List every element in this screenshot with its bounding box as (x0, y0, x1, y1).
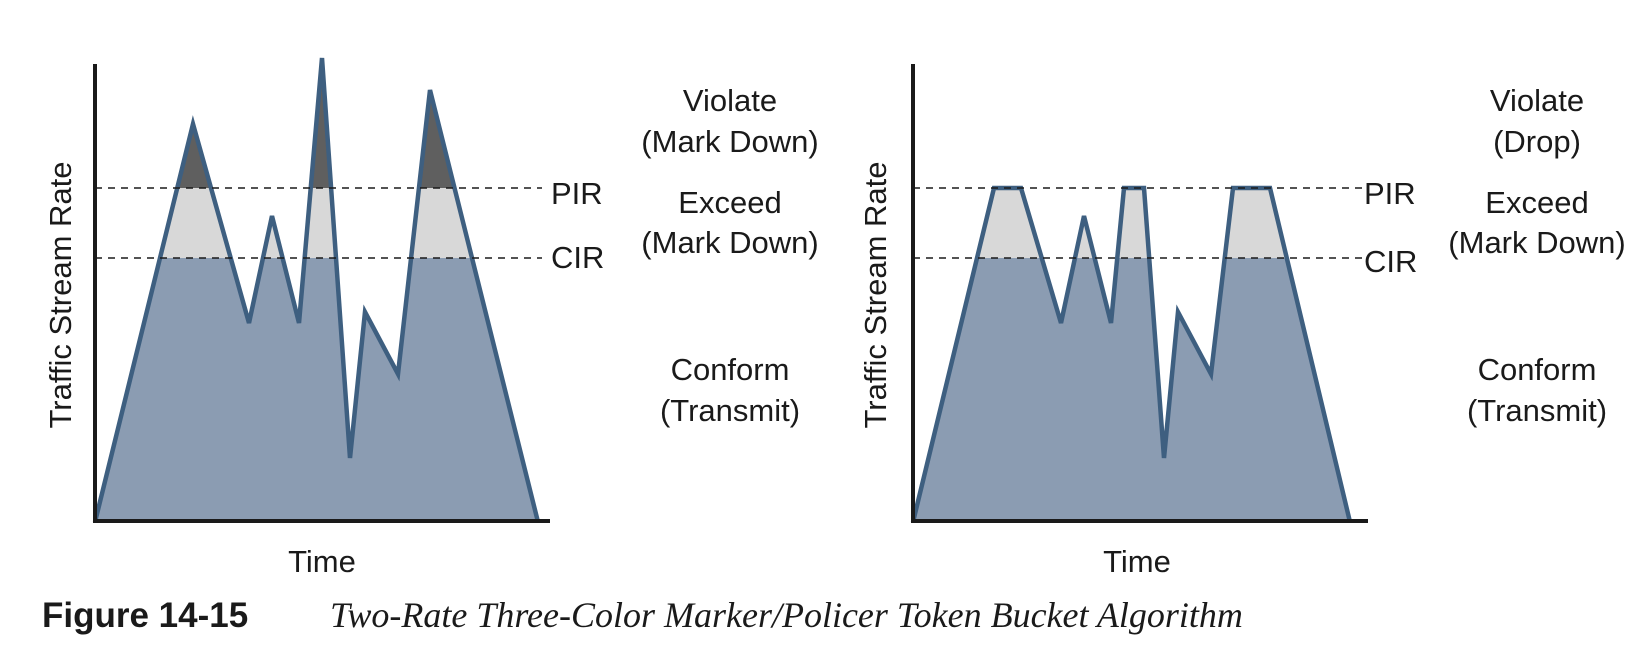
pir-label: PIR (1364, 176, 1416, 211)
x-axis-label: Time (288, 544, 356, 579)
figure-title: Two-Rate Three-Color Marker/Policer Toke… (330, 595, 1243, 635)
exceed-label: Exceed (1485, 185, 1588, 220)
conform-region (95, 258, 538, 522)
conform-region (913, 258, 1350, 522)
violate-action-label: (Mark Down) (641, 124, 818, 159)
conform-action-label: (Transmit) (1467, 393, 1607, 428)
conform-label: Conform (671, 352, 790, 387)
panel-drop: PIR CIR Traffic Stream Rate Time Violate… (858, 64, 1626, 579)
exceed-action-label: (Mark Down) (641, 225, 818, 260)
cir-label: CIR (1364, 244, 1417, 279)
y-axis-label: Traffic Stream Rate (858, 161, 893, 428)
exceed-label: Exceed (678, 185, 781, 220)
pir-label: PIR (551, 176, 603, 211)
exceed-action-label: (Mark Down) (1448, 225, 1625, 260)
traffic-rate-line (92, 57, 541, 523)
violate-action-label: (Drop) (1493, 124, 1581, 159)
figure-caption: Figure 14-15 Two-Rate Three-Color Marker… (42, 595, 1243, 635)
violate-label: Violate (1490, 83, 1584, 118)
panel-mark-down: PIR CIR Traffic Stream Rate Time Violate… (43, 57, 819, 579)
figure-number: Figure 14-15 (42, 596, 248, 635)
cir-label: CIR (551, 240, 604, 275)
violate-label: Violate (683, 83, 777, 118)
conform-action-label: (Transmit) (660, 393, 800, 428)
x-axis-label: Time (1103, 544, 1171, 579)
y-axis-label: Traffic Stream Rate (43, 161, 78, 428)
conform-label: Conform (1478, 352, 1597, 387)
